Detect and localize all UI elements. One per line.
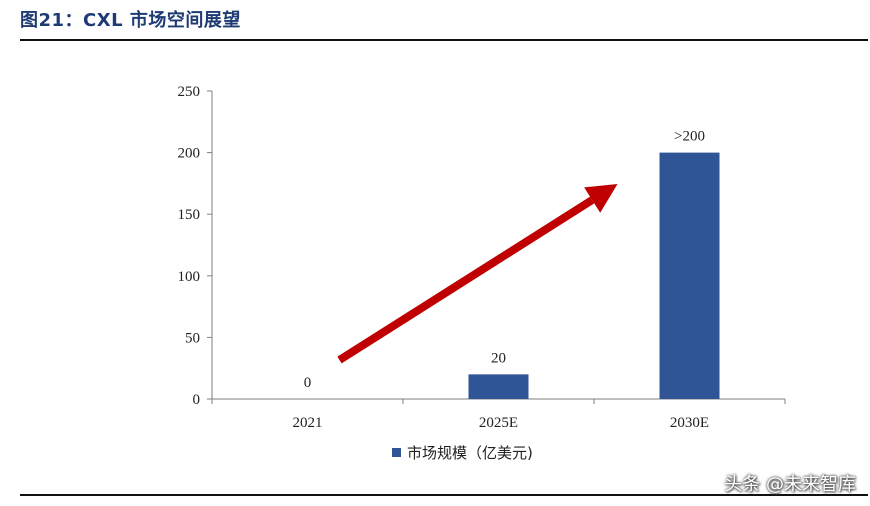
bottom-rule <box>20 494 868 496</box>
y-tick-label: 200 <box>178 146 201 162</box>
x-tick-label: 2025E <box>479 415 518 431</box>
figure-title: 图21：CXL 市场空间展望 <box>20 10 241 31</box>
x-tick-label: 2030E <box>670 415 709 431</box>
y-tick-label: 100 <box>178 269 201 285</box>
bar <box>659 152 720 399</box>
x-axis: 2021 2025E 2030E <box>211 398 786 431</box>
data-labels: 0 20 >200 <box>304 129 705 391</box>
y-axis: 0 50 100 150 200 250 <box>178 84 213 408</box>
legend-swatch <box>392 448 401 457</box>
trend-arrow-shaft <box>337 196 595 364</box>
data-label: 20 <box>491 350 506 366</box>
trend-arrow <box>337 184 618 364</box>
bar <box>468 374 529 399</box>
watermark: 头条 @未来智库 <box>724 474 856 495</box>
data-label: >200 <box>674 129 705 145</box>
x-tick-label: 2021 <box>293 415 323 431</box>
bars <box>468 152 720 399</box>
y-tick-label: 50 <box>185 330 200 346</box>
data-label: 0 <box>304 375 312 391</box>
legend: 市场规模（亿美元) <box>392 444 533 462</box>
y-tick-label: 250 <box>178 84 201 100</box>
title-rule <box>20 39 868 41</box>
legend-label: 市场规模（亿美元) <box>407 444 533 462</box>
y-tick-label: 0 <box>193 392 201 408</box>
trend-arrow-head <box>584 184 618 213</box>
y-tick-label: 150 <box>178 207 201 223</box>
